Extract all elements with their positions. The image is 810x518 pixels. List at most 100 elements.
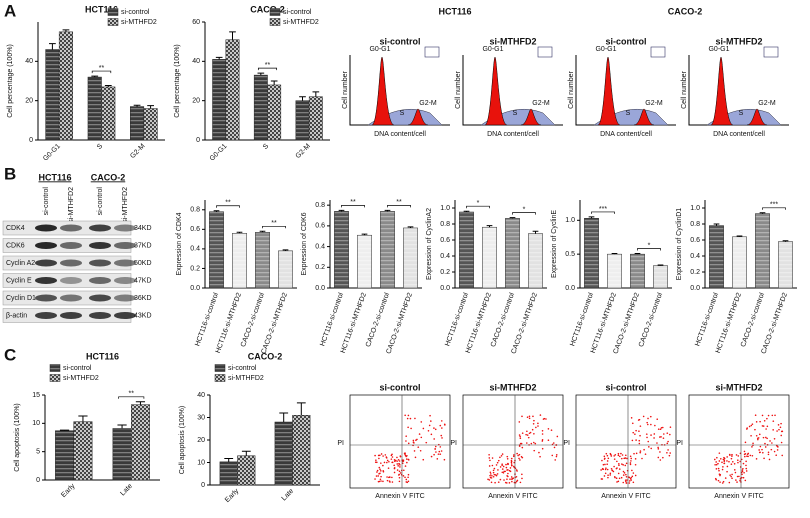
event-dot [600, 469, 602, 471]
error-bar [713, 223, 720, 226]
error-bar [282, 249, 289, 251]
event-dot [644, 453, 647, 455]
peak-label: G0-G1 [708, 46, 729, 53]
bar [278, 250, 293, 289]
event-dot [635, 429, 637, 432]
event-dot [719, 458, 722, 460]
event-dot [504, 470, 506, 473]
event-dot [510, 459, 513, 462]
event-dot [511, 477, 513, 480]
event-dot [508, 469, 511, 472]
axis-label: PI [563, 440, 570, 447]
event-dot [776, 445, 779, 448]
event-dot [657, 448, 660, 450]
event-dot [539, 414, 542, 416]
x-tick-label: CACO-2-si-control [740, 292, 766, 349]
event-dot [398, 476, 401, 479]
blot-band [114, 224, 136, 232]
blot-band [35, 259, 57, 267]
event-dot [379, 470, 382, 472]
event-dot [739, 479, 741, 482]
event-dot [401, 462, 404, 465]
bar [505, 218, 520, 289]
event-dot [379, 454, 381, 457]
legend-swatch [269, 18, 281, 26]
bar [778, 241, 793, 289]
x-tick-label: CACO-2-si-MTHFD2 [510, 292, 539, 355]
event-dot [380, 462, 382, 464]
x-tick-label: CACO-2-si-MTHFD2 [760, 292, 789, 355]
event-dot [510, 463, 513, 465]
error-bar [91, 75, 99, 78]
event-dot [547, 428, 550, 430]
event-dot [515, 475, 518, 478]
event-dot [377, 475, 379, 477]
legend-swatch [107, 18, 119, 26]
event-dot [741, 469, 744, 471]
x-tick-label: S [96, 143, 104, 151]
event-dot [393, 464, 395, 467]
significance-bracket [762, 207, 786, 210]
event-dot [773, 450, 776, 453]
significance-bracket [262, 225, 286, 229]
event-dot [615, 477, 618, 479]
event-dot [617, 452, 620, 455]
chart-title: HCT116 [85, 4, 118, 14]
event-dot [398, 462, 400, 465]
event-dot [639, 451, 642, 454]
event-dot [436, 458, 439, 460]
event-dot [603, 455, 606, 458]
event-dot [632, 431, 635, 434]
g2-peak [407, 108, 429, 126]
g1-peak [371, 56, 395, 126]
significance-bracket [216, 205, 240, 208]
event-dot [427, 429, 430, 432]
error-bar [486, 225, 493, 228]
event-dot [380, 480, 382, 482]
event-dot [490, 477, 493, 479]
event-dot [412, 439, 415, 442]
event-dot [495, 464, 498, 466]
event-dot [378, 466, 381, 469]
y-axis-label: Cell apoptosis (100%) [14, 403, 21, 471]
bar [459, 211, 474, 289]
chart-title: CACO-2 [248, 351, 283, 361]
y-tick-label: 30 [197, 414, 205, 421]
event-dot [502, 465, 505, 468]
x-tick-label: G2-M [129, 143, 146, 160]
error-bar [78, 415, 88, 422]
event-dot [391, 476, 393, 479]
event-dot [525, 442, 528, 444]
event-dot [721, 482, 724, 484]
event-dot [496, 473, 499, 475]
error-bar [782, 240, 789, 242]
event-dot [723, 462, 726, 465]
size-label: 50KD [134, 260, 152, 267]
panel-label: B [4, 164, 16, 183]
lane-label: si-control [97, 187, 104, 216]
x-tick-label: HCT116-si-MTHFD2 [465, 292, 493, 354]
peak-label: S [513, 110, 518, 117]
event-dot [398, 480, 401, 483]
error-bar [463, 210, 470, 212]
event-dot [736, 475, 739, 478]
event-dot [382, 464, 384, 467]
event-dot [717, 479, 720, 482]
event-dot [502, 471, 505, 474]
event-dot [607, 457, 610, 460]
event-dot [735, 479, 737, 481]
event-dot [420, 421, 423, 423]
event-dot [631, 475, 634, 478]
significance-label: * [523, 206, 526, 213]
event-dot [489, 459, 491, 462]
x-tick-label: G0-G1 [42, 143, 62, 163]
event-dot [434, 448, 437, 450]
y-tick-label: 20 [192, 98, 200, 105]
event-dot [497, 469, 499, 471]
event-dot [616, 481, 618, 483]
legend-label: si-MTHFD2 [228, 375, 264, 382]
event-dot [379, 472, 381, 475]
event-dot [660, 426, 663, 429]
event-dot [602, 463, 605, 466]
